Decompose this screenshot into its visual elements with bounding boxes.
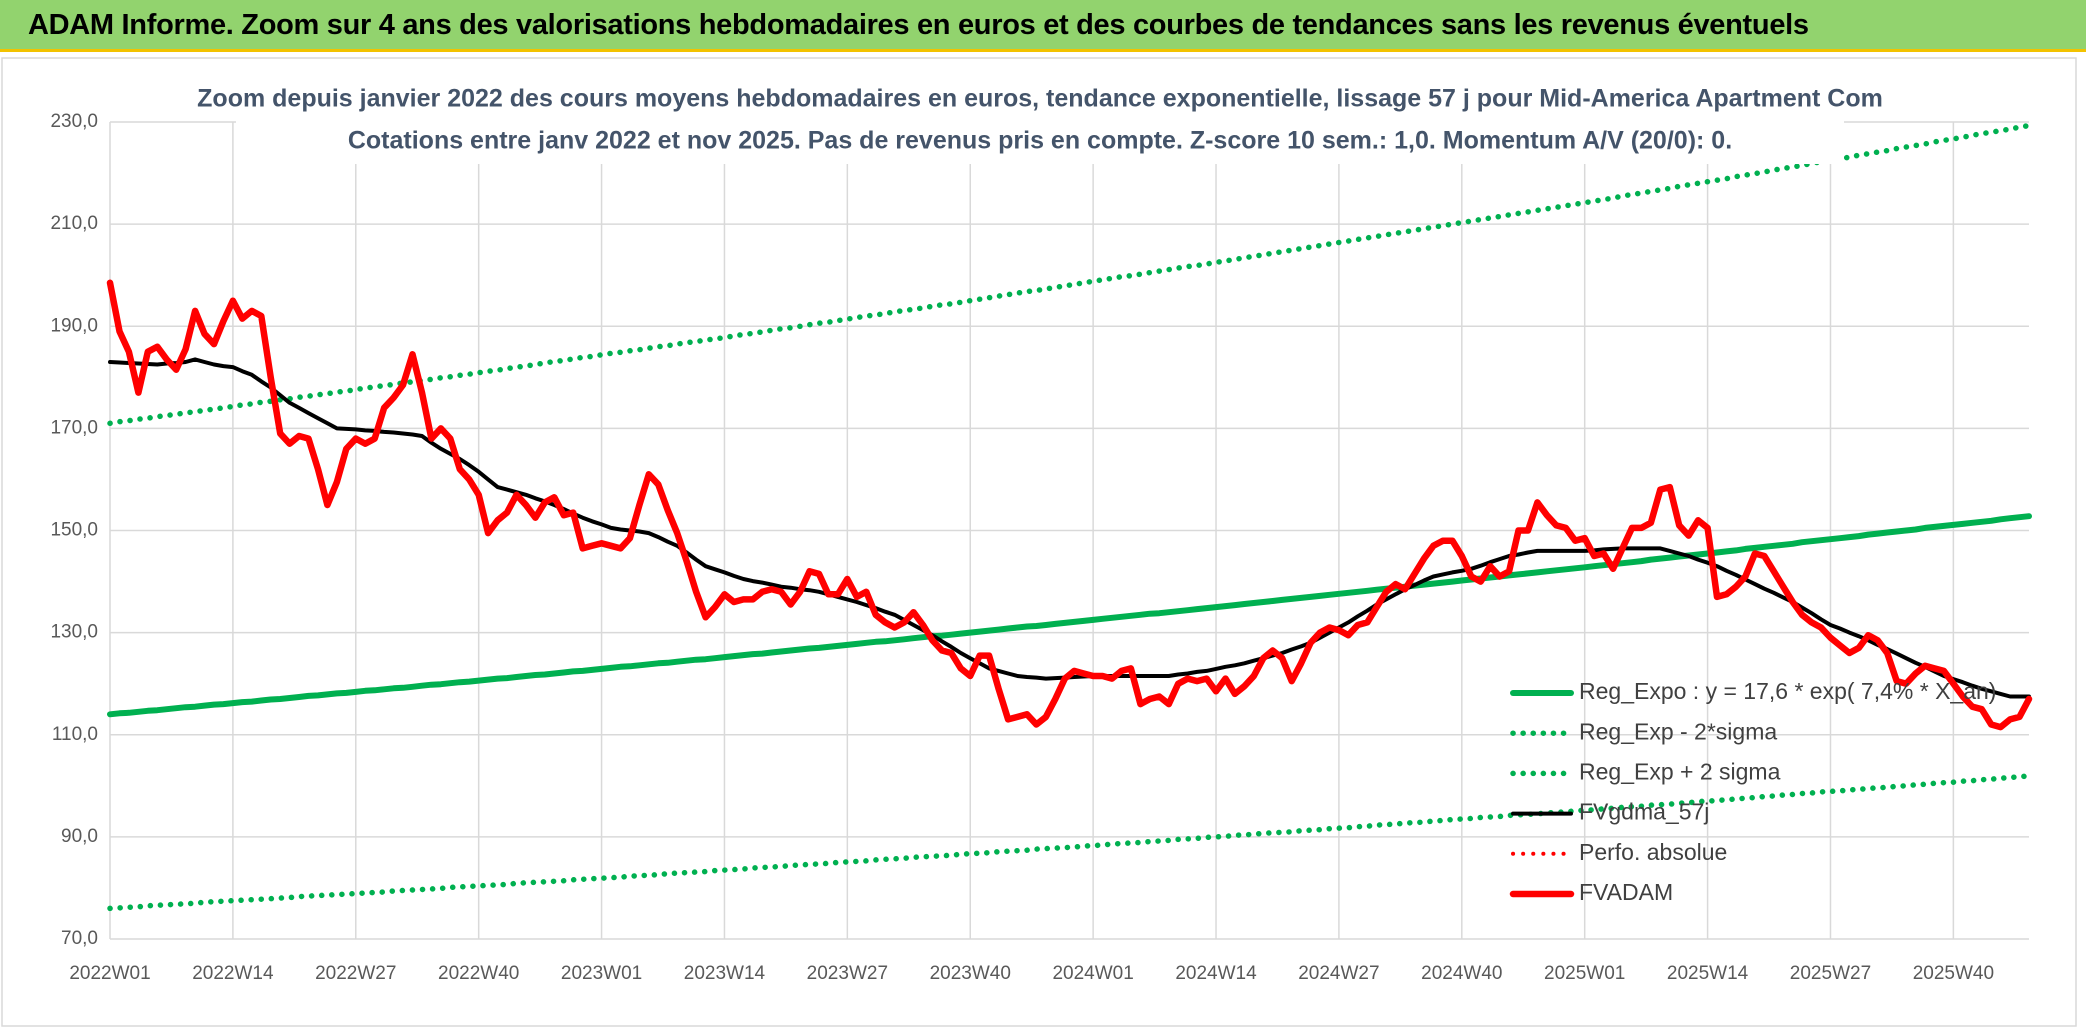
legend: Reg_Expo : y = 17,6 * exp( 7,4% * X_an) R… xyxy=(1509,678,1996,905)
chart-subtitle: Cotations entre janv 2022 et nov 2025. P… xyxy=(348,127,1732,155)
title-backdrop xyxy=(236,78,1844,164)
x-tick-label: 2023W27 xyxy=(807,963,888,984)
y-tick-label: 190,0 xyxy=(50,315,98,336)
x-tick-label: 2022W14 xyxy=(192,963,274,984)
x-tick-label: 2025W14 xyxy=(1667,963,1749,984)
x-tick-label: 2024W14 xyxy=(1175,963,1257,984)
y-tick-label: 210,0 xyxy=(50,213,98,234)
y-tick-label: 230,0 xyxy=(50,111,98,132)
series-line xyxy=(107,122,2032,427)
y-tick-label: 170,0 xyxy=(50,417,98,438)
x-tick-label: 2022W01 xyxy=(69,963,150,984)
legend-label: Reg_Exp + 2 sigma xyxy=(1579,758,1781,784)
y-tick-label: 110,0 xyxy=(52,724,98,745)
legend-label: FVgdma_57j xyxy=(1579,799,1709,825)
x-tick-label: 2025W01 xyxy=(1544,963,1625,984)
series-line xyxy=(106,279,2033,731)
legend-label: Reg_Exp - 2*sigma xyxy=(1579,718,1777,744)
x-tick-label: 2025W40 xyxy=(1913,963,1994,984)
x-tick-label: 2023W14 xyxy=(684,963,766,984)
x-tick-label: 2024W27 xyxy=(1298,963,1379,984)
header-bar: ADAM Informe. Zoom sur 4 ans des valoris… xyxy=(0,0,2086,52)
chart: 70,0 90,0 110,0 130,0 150,0 170,0 190,0 210,0 23… xyxy=(1,57,2077,1027)
y-tick-label: 70,0 xyxy=(61,928,98,949)
x-tick-label: 2024W40 xyxy=(1421,963,1502,984)
x-tick-label: 2022W27 xyxy=(315,963,396,984)
x-tick-label: 2024W01 xyxy=(1052,963,1133,984)
legend-label: FVADAM xyxy=(1579,879,1673,905)
x-tick-label: 2025W27 xyxy=(1790,963,1871,984)
series-line xyxy=(107,773,2032,912)
chart-frame xyxy=(1,57,2077,1027)
header-title: ADAM Informe. Zoom sur 4 ans des valoris… xyxy=(28,9,1809,41)
chart-title: Zoom depuis janvier 2022 des cours moyen… xyxy=(197,85,1883,113)
y-tick-label: 130,0 xyxy=(50,622,98,643)
legend-label: Reg_Expo : y = 17,6 * exp( 7,4% * X_an) xyxy=(1579,678,1996,704)
legend-label: Perfo. absolue xyxy=(1579,839,1727,865)
x-tick-label: 2022W40 xyxy=(438,963,519,984)
x-tick-label: 2023W01 xyxy=(561,963,642,984)
plot-lines xyxy=(106,122,2033,912)
x-tick-label: 2023W40 xyxy=(930,963,1011,984)
y-tick-label: 150,0 xyxy=(50,520,98,541)
y-tick-label: 90,0 xyxy=(61,826,98,847)
